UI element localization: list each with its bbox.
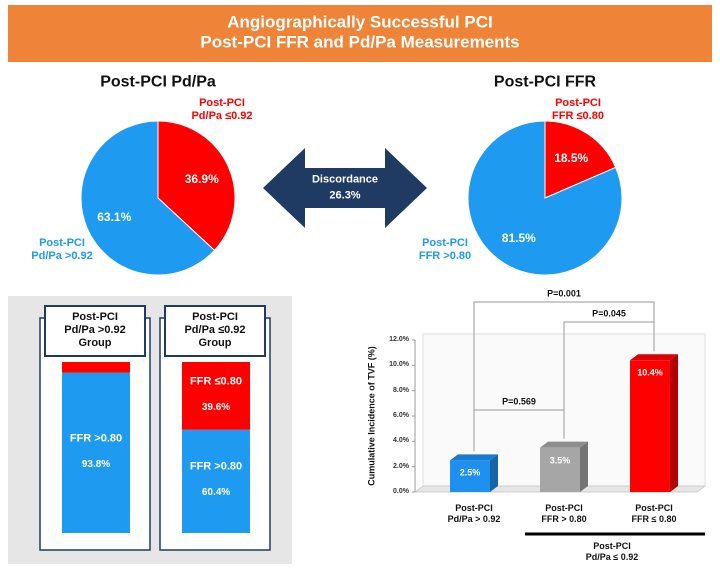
group-title: Post-PCI Pd/Pa ≤0.92 Group [184,311,246,350]
slice-category: Post-PCI Pd/Pa >0.92 [31,236,93,262]
slice-label: 81.5% [501,230,536,245]
discordance-value: 26.3% [329,189,361,202]
y-tick-label: 4.0% [393,437,409,445]
bar-top [450,454,498,461]
slice-label: 36.9% [184,171,219,186]
bar-top [630,354,678,361]
pie-slice [544,120,617,199]
bar-segment [62,372,130,533]
group-header [164,305,266,357]
pie-title: Post-PCI FFR [493,73,597,91]
bar [540,447,580,492]
slice-label: 63.1% [97,209,132,224]
bar-side [490,454,498,492]
group-title: Post-PCI Pd/Pa >0.92 Group [64,311,126,350]
bar-label: 10.4% [637,367,663,378]
y-tick-label: 0.0% [393,487,409,495]
slice-category: Post-PCI Pd/Pa ≤0.92 [191,96,253,122]
y-tick-label: 10.0% [389,361,409,369]
bar-side [580,441,588,492]
x-tick-label: Post-PCI FFR > 0.80 [541,503,587,524]
pie-slice [157,120,236,252]
bar-label: 2.5% [459,467,481,478]
x-tick-label: Post-PCI FFR ≤ 0.80 [631,503,677,524]
bar-label: 3.5% [549,455,571,466]
pie-slice [467,120,623,276]
p-bracket [473,301,655,452]
bar-top [540,441,588,448]
header-bar [8,5,712,62]
group-label: Post-PCI Pd/Pa ≤ 0.92 [585,541,639,562]
bar [630,360,670,492]
bar [450,460,490,492]
x-tick-label: Post-PCI Pd/Pa > 0.92 [447,503,501,524]
segment-label: 93.8% [81,458,111,470]
discordance-label: Discordance [311,173,379,186]
bar-segment [182,362,250,430]
slice-category: Post-PCI FFR >0.80 [418,236,472,262]
segment-name: FFR >0.80 [69,432,123,445]
y-tick-label: 12.0% [389,335,409,343]
group-header [44,305,146,357]
bar-segment [62,362,130,373]
segment-label: 60.4% [201,487,231,499]
discordance-arrow [263,148,427,228]
pie-slice [80,120,216,276]
y-axis-label: Cumulative Incidence of TVF (%) [366,346,377,486]
header-title: Angiographically Successful PCI Post-PCI… [200,12,520,52]
bar-side [670,354,678,492]
y-tick-label: 2.0% [393,462,409,470]
pie-title: Post-PCI Pd/Pa [100,73,216,91]
segment-name: FFR ≤0.80 [190,375,242,388]
y-tick-label: 6.0% [393,411,409,419]
slice-label: 18.5% [554,150,589,165]
segment-label: 39.6% [201,401,231,413]
p-value: P=0.001 [547,288,581,299]
slice-category: Post-PCI FFR ≤0.80 [552,96,604,122]
p-value: P=0.569 [502,396,536,407]
segment-name: FFR >0.80 [189,460,243,473]
p-value: P=0.045 [592,308,626,319]
bar-segment [182,429,250,533]
y-tick-label: 8.0% [393,386,409,394]
